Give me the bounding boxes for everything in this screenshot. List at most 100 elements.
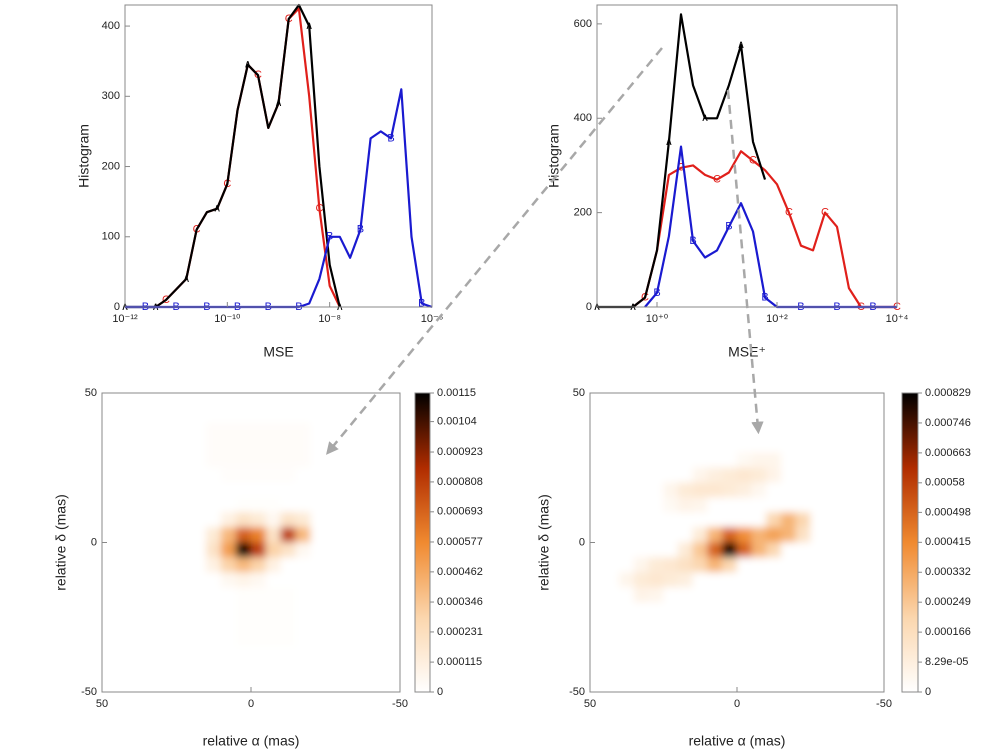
cell (692, 572, 708, 588)
cell (131, 617, 147, 633)
cell (736, 572, 752, 588)
cell (161, 422, 177, 439)
cell (102, 661, 118, 678)
cell (854, 661, 870, 678)
cell (780, 437, 797, 454)
cell (206, 512, 222, 528)
cell (280, 527, 296, 543)
cell (102, 527, 118, 543)
cell (663, 393, 679, 409)
plot-frame (124, 4, 433, 308)
arrow (726, 89, 764, 435)
cell (677, 661, 694, 678)
cell (854, 676, 870, 692)
cell (280, 393, 296, 409)
cell (384, 631, 400, 648)
cell (854, 527, 870, 543)
cell (795, 497, 811, 513)
cell (191, 497, 207, 513)
cell (131, 497, 147, 513)
cell (854, 631, 870, 648)
cell (310, 467, 326, 483)
cell (707, 557, 723, 573)
cell (692, 676, 708, 692)
colorbar-tick-label: 0.000332 (925, 566, 971, 578)
cell (191, 617, 207, 633)
cell (384, 422, 400, 439)
cell (116, 407, 133, 424)
y-tick-label: 50 (573, 387, 585, 399)
cell (839, 512, 855, 528)
point-marker: ∧ (182, 273, 190, 285)
cell (280, 422, 296, 439)
cell (265, 602, 282, 618)
colorbar-tick-label: 0.000693 (437, 506, 483, 518)
cell (722, 557, 738, 573)
cell (824, 542, 841, 558)
cell (722, 602, 738, 618)
cell (604, 482, 620, 498)
cell (795, 542, 811, 558)
cell (677, 542, 694, 558)
cell (191, 557, 207, 573)
cell (250, 572, 267, 588)
cell (604, 557, 620, 573)
cell (235, 497, 252, 513)
colorbar-tick-label: 0.000923 (437, 446, 483, 458)
cell (220, 646, 237, 663)
cell (325, 676, 341, 692)
cell (677, 587, 694, 603)
cell (751, 646, 767, 663)
cell (810, 452, 826, 468)
cell (722, 437, 738, 454)
cell (206, 676, 222, 692)
cell (325, 497, 341, 513)
cell (384, 587, 400, 603)
cell (619, 407, 635, 424)
cell (176, 422, 192, 439)
cell (220, 497, 237, 513)
cell (102, 572, 118, 588)
cell (355, 527, 371, 543)
cell (235, 512, 252, 528)
cell (692, 631, 708, 648)
cell (677, 512, 694, 528)
cell (220, 527, 237, 543)
cell (116, 437, 133, 454)
cell (191, 631, 207, 648)
cell (176, 542, 192, 558)
cell (235, 602, 252, 618)
cell (355, 393, 371, 409)
cell (619, 512, 635, 528)
cell (590, 452, 605, 468)
cell (663, 572, 679, 588)
cell (663, 527, 679, 543)
cell (619, 676, 635, 692)
cell (206, 527, 222, 543)
cell (824, 467, 841, 483)
cell (355, 602, 371, 618)
cell (146, 527, 162, 543)
cell (295, 602, 311, 618)
cell (295, 676, 311, 692)
cell (161, 527, 177, 543)
cell (310, 452, 326, 468)
cell (325, 661, 341, 678)
cell (795, 393, 811, 409)
cell (839, 467, 855, 483)
cell (384, 542, 400, 558)
cell (340, 527, 356, 543)
cell (161, 602, 177, 618)
cell (280, 557, 296, 573)
cell (176, 497, 192, 513)
cell (340, 631, 356, 648)
cell (780, 527, 797, 543)
cell (131, 572, 147, 588)
cell (751, 602, 767, 618)
cell (824, 557, 841, 573)
x-tick-label: -50 (876, 698, 892, 710)
cell (325, 602, 341, 618)
cell (310, 437, 326, 454)
cell (633, 676, 650, 692)
cell (663, 497, 679, 513)
